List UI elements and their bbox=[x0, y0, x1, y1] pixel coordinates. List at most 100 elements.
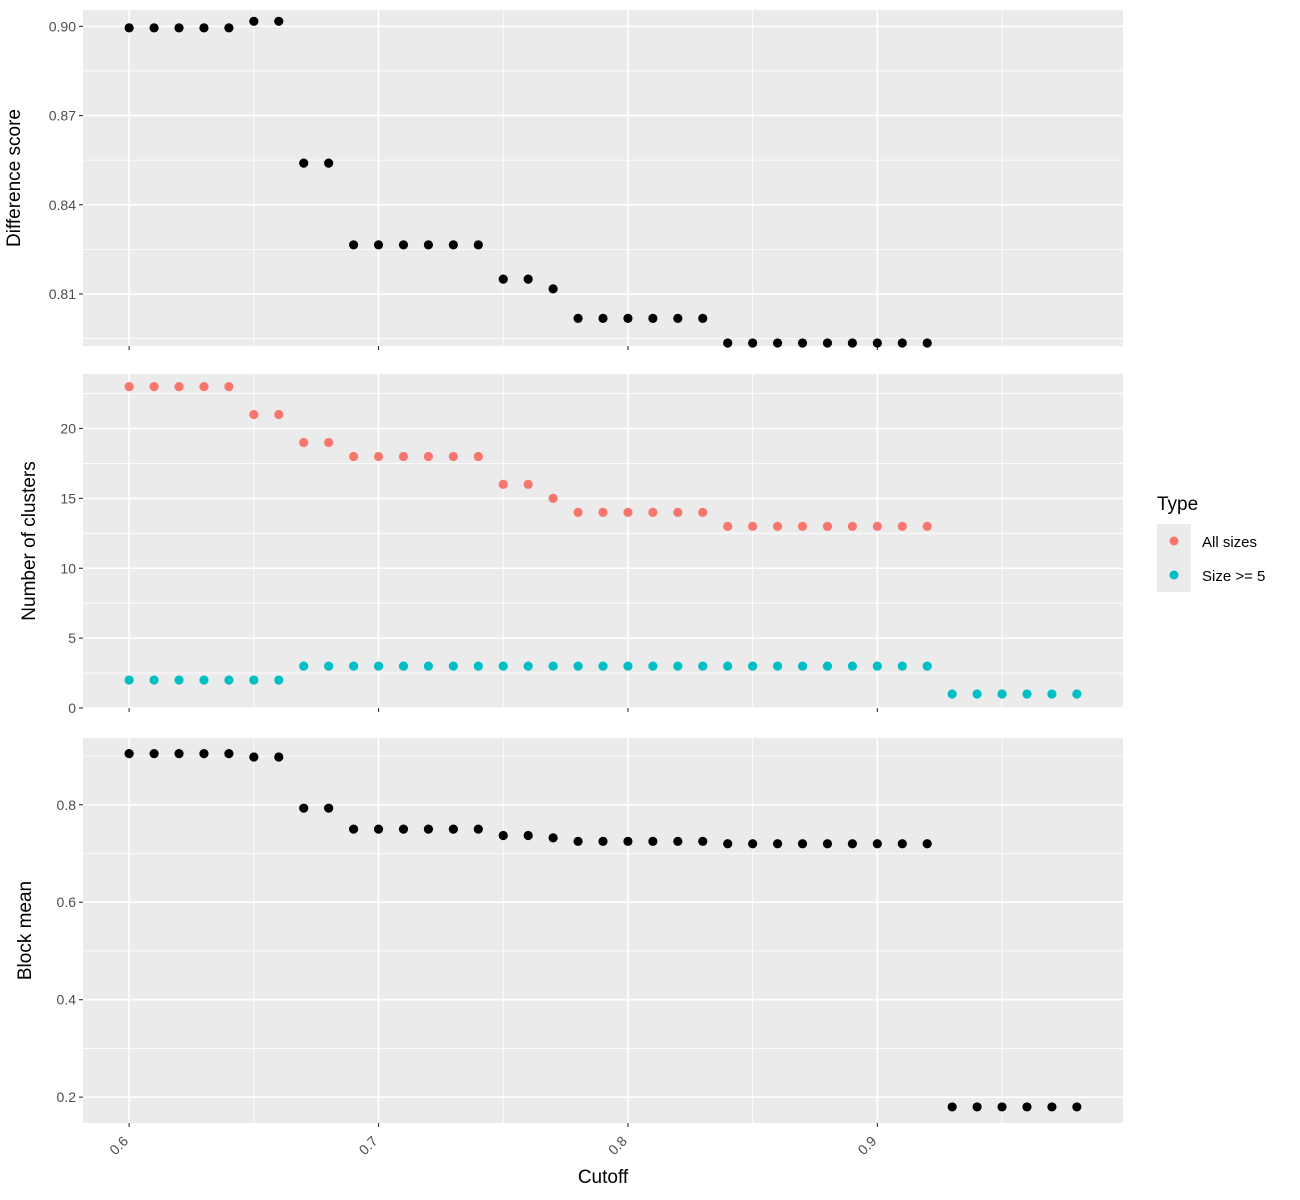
data-point-all-sizes bbox=[623, 507, 633, 517]
data-point-size-5 bbox=[772, 661, 783, 671]
y-tick-label: 20 bbox=[60, 421, 76, 437]
data-point-series bbox=[748, 338, 758, 348]
data-point-size-5 bbox=[448, 661, 458, 671]
x-tick-label: 0.6 bbox=[106, 1133, 131, 1158]
data-point-series bbox=[723, 338, 733, 348]
data-point-series bbox=[473, 240, 483, 250]
data-point-size-5 bbox=[423, 661, 434, 671]
data-point-series bbox=[623, 836, 633, 846]
data-point-series bbox=[947, 1102, 957, 1112]
series-size-5 bbox=[124, 661, 1082, 699]
data-point-series bbox=[897, 338, 907, 348]
data-point-series bbox=[274, 752, 284, 762]
data-point-size-5 bbox=[922, 661, 932, 671]
y-tick-label: 15 bbox=[60, 490, 76, 506]
data-point-series bbox=[299, 803, 309, 813]
data-point-series bbox=[523, 274, 533, 284]
data-point-size-5 bbox=[1022, 689, 1032, 699]
data-point-series bbox=[598, 313, 608, 323]
data-point-series bbox=[274, 16, 284, 26]
y-tick-label: 5 bbox=[68, 630, 76, 646]
data-point-series bbox=[548, 284, 558, 294]
panel-middle: 0 5 10 15 20 Number of clusters bbox=[19, 374, 1123, 716]
data-point-series bbox=[224, 748, 234, 759]
data-point-series bbox=[249, 752, 259, 762]
data-point-series bbox=[249, 16, 259, 26]
data-point-size-5 bbox=[348, 661, 359, 671]
data-point-all-sizes bbox=[698, 507, 708, 517]
data-point-series bbox=[224, 23, 234, 33]
data-point-all-sizes bbox=[723, 521, 733, 531]
data-point-size-5 bbox=[797, 661, 808, 671]
data-point-size-5 bbox=[847, 661, 858, 671]
data-point-series bbox=[473, 824, 483, 834]
data-point-all-sizes bbox=[872, 521, 882, 531]
y-tick-label: 0.8 bbox=[57, 797, 77, 813]
data-point-series bbox=[598, 836, 608, 846]
data-point-series bbox=[348, 824, 359, 834]
data-point-series bbox=[922, 338, 932, 348]
data-point-series bbox=[448, 824, 458, 834]
data-point-size-5 bbox=[822, 661, 833, 671]
data-point-size-5 bbox=[748, 661, 758, 671]
data-point-all-sizes bbox=[448, 451, 458, 462]
data-point-series bbox=[124, 23, 134, 33]
data-point-series bbox=[748, 839, 758, 849]
data-point-size-5 bbox=[872, 661, 882, 671]
data-point-series bbox=[573, 313, 583, 323]
data-point-all-sizes bbox=[174, 381, 184, 392]
data-point-size-5 bbox=[523, 661, 533, 671]
y-tick-label: 0 bbox=[68, 700, 76, 716]
data-point-series bbox=[797, 338, 808, 348]
data-point-all-sizes bbox=[498, 479, 508, 490]
data-point-size-5 bbox=[598, 661, 608, 671]
data-point-size-5 bbox=[648, 661, 658, 671]
data-point-size-5 bbox=[698, 661, 708, 671]
data-point-series bbox=[698, 313, 708, 323]
data-point-series bbox=[548, 833, 558, 843]
data-point-series bbox=[772, 338, 783, 348]
data-point-all-sizes bbox=[199, 381, 209, 392]
panel-background bbox=[83, 10, 1123, 346]
data-point-size-5 bbox=[897, 661, 907, 671]
data-point-all-sizes bbox=[324, 437, 334, 448]
data-point-size-5 bbox=[124, 675, 134, 685]
data-point-size-5 bbox=[548, 661, 558, 671]
data-point-series bbox=[199, 23, 209, 33]
data-point-all-sizes bbox=[124, 381, 134, 392]
series-series bbox=[124, 16, 932, 348]
data-point-series bbox=[648, 313, 658, 323]
data-point-size-5 bbox=[1047, 689, 1057, 699]
data-point-all-sizes bbox=[548, 493, 558, 503]
data-point-size-5 bbox=[473, 661, 483, 671]
data-point-all-sizes bbox=[473, 451, 483, 462]
y-tick-label: 0.2 bbox=[57, 1089, 77, 1105]
data-point-series bbox=[348, 240, 359, 250]
data-point-size-5 bbox=[199, 675, 209, 685]
data-point-all-sizes bbox=[897, 521, 907, 531]
data-point-series bbox=[872, 338, 882, 348]
data-point-all-sizes bbox=[573, 507, 583, 517]
data-point-all-sizes bbox=[847, 521, 858, 531]
x-tick-label: 0.8 bbox=[605, 1133, 630, 1158]
y-axis-title-middle: Number of clusters bbox=[19, 461, 40, 620]
data-point-all-sizes bbox=[922, 521, 932, 531]
data-point-series bbox=[698, 836, 708, 846]
data-point-series bbox=[723, 839, 733, 849]
data-point-series bbox=[822, 839, 833, 849]
data-point-series bbox=[523, 830, 533, 841]
data-point-size-5 bbox=[573, 661, 583, 671]
data-point-series bbox=[1047, 1102, 1057, 1112]
data-point-size-5 bbox=[673, 661, 683, 671]
data-point-series bbox=[972, 1102, 982, 1112]
series-all-sizes bbox=[124, 381, 932, 531]
data-point-series bbox=[423, 824, 434, 834]
y-axis-title-top: Difference score bbox=[4, 109, 25, 247]
data-point-size-5 bbox=[623, 661, 633, 671]
data-point-series bbox=[124, 748, 134, 759]
y-tick-label: 0.90 bbox=[49, 18, 76, 34]
data-point-all-sizes bbox=[673, 507, 683, 517]
data-point-series bbox=[922, 839, 932, 849]
data-point-series bbox=[448, 240, 458, 250]
